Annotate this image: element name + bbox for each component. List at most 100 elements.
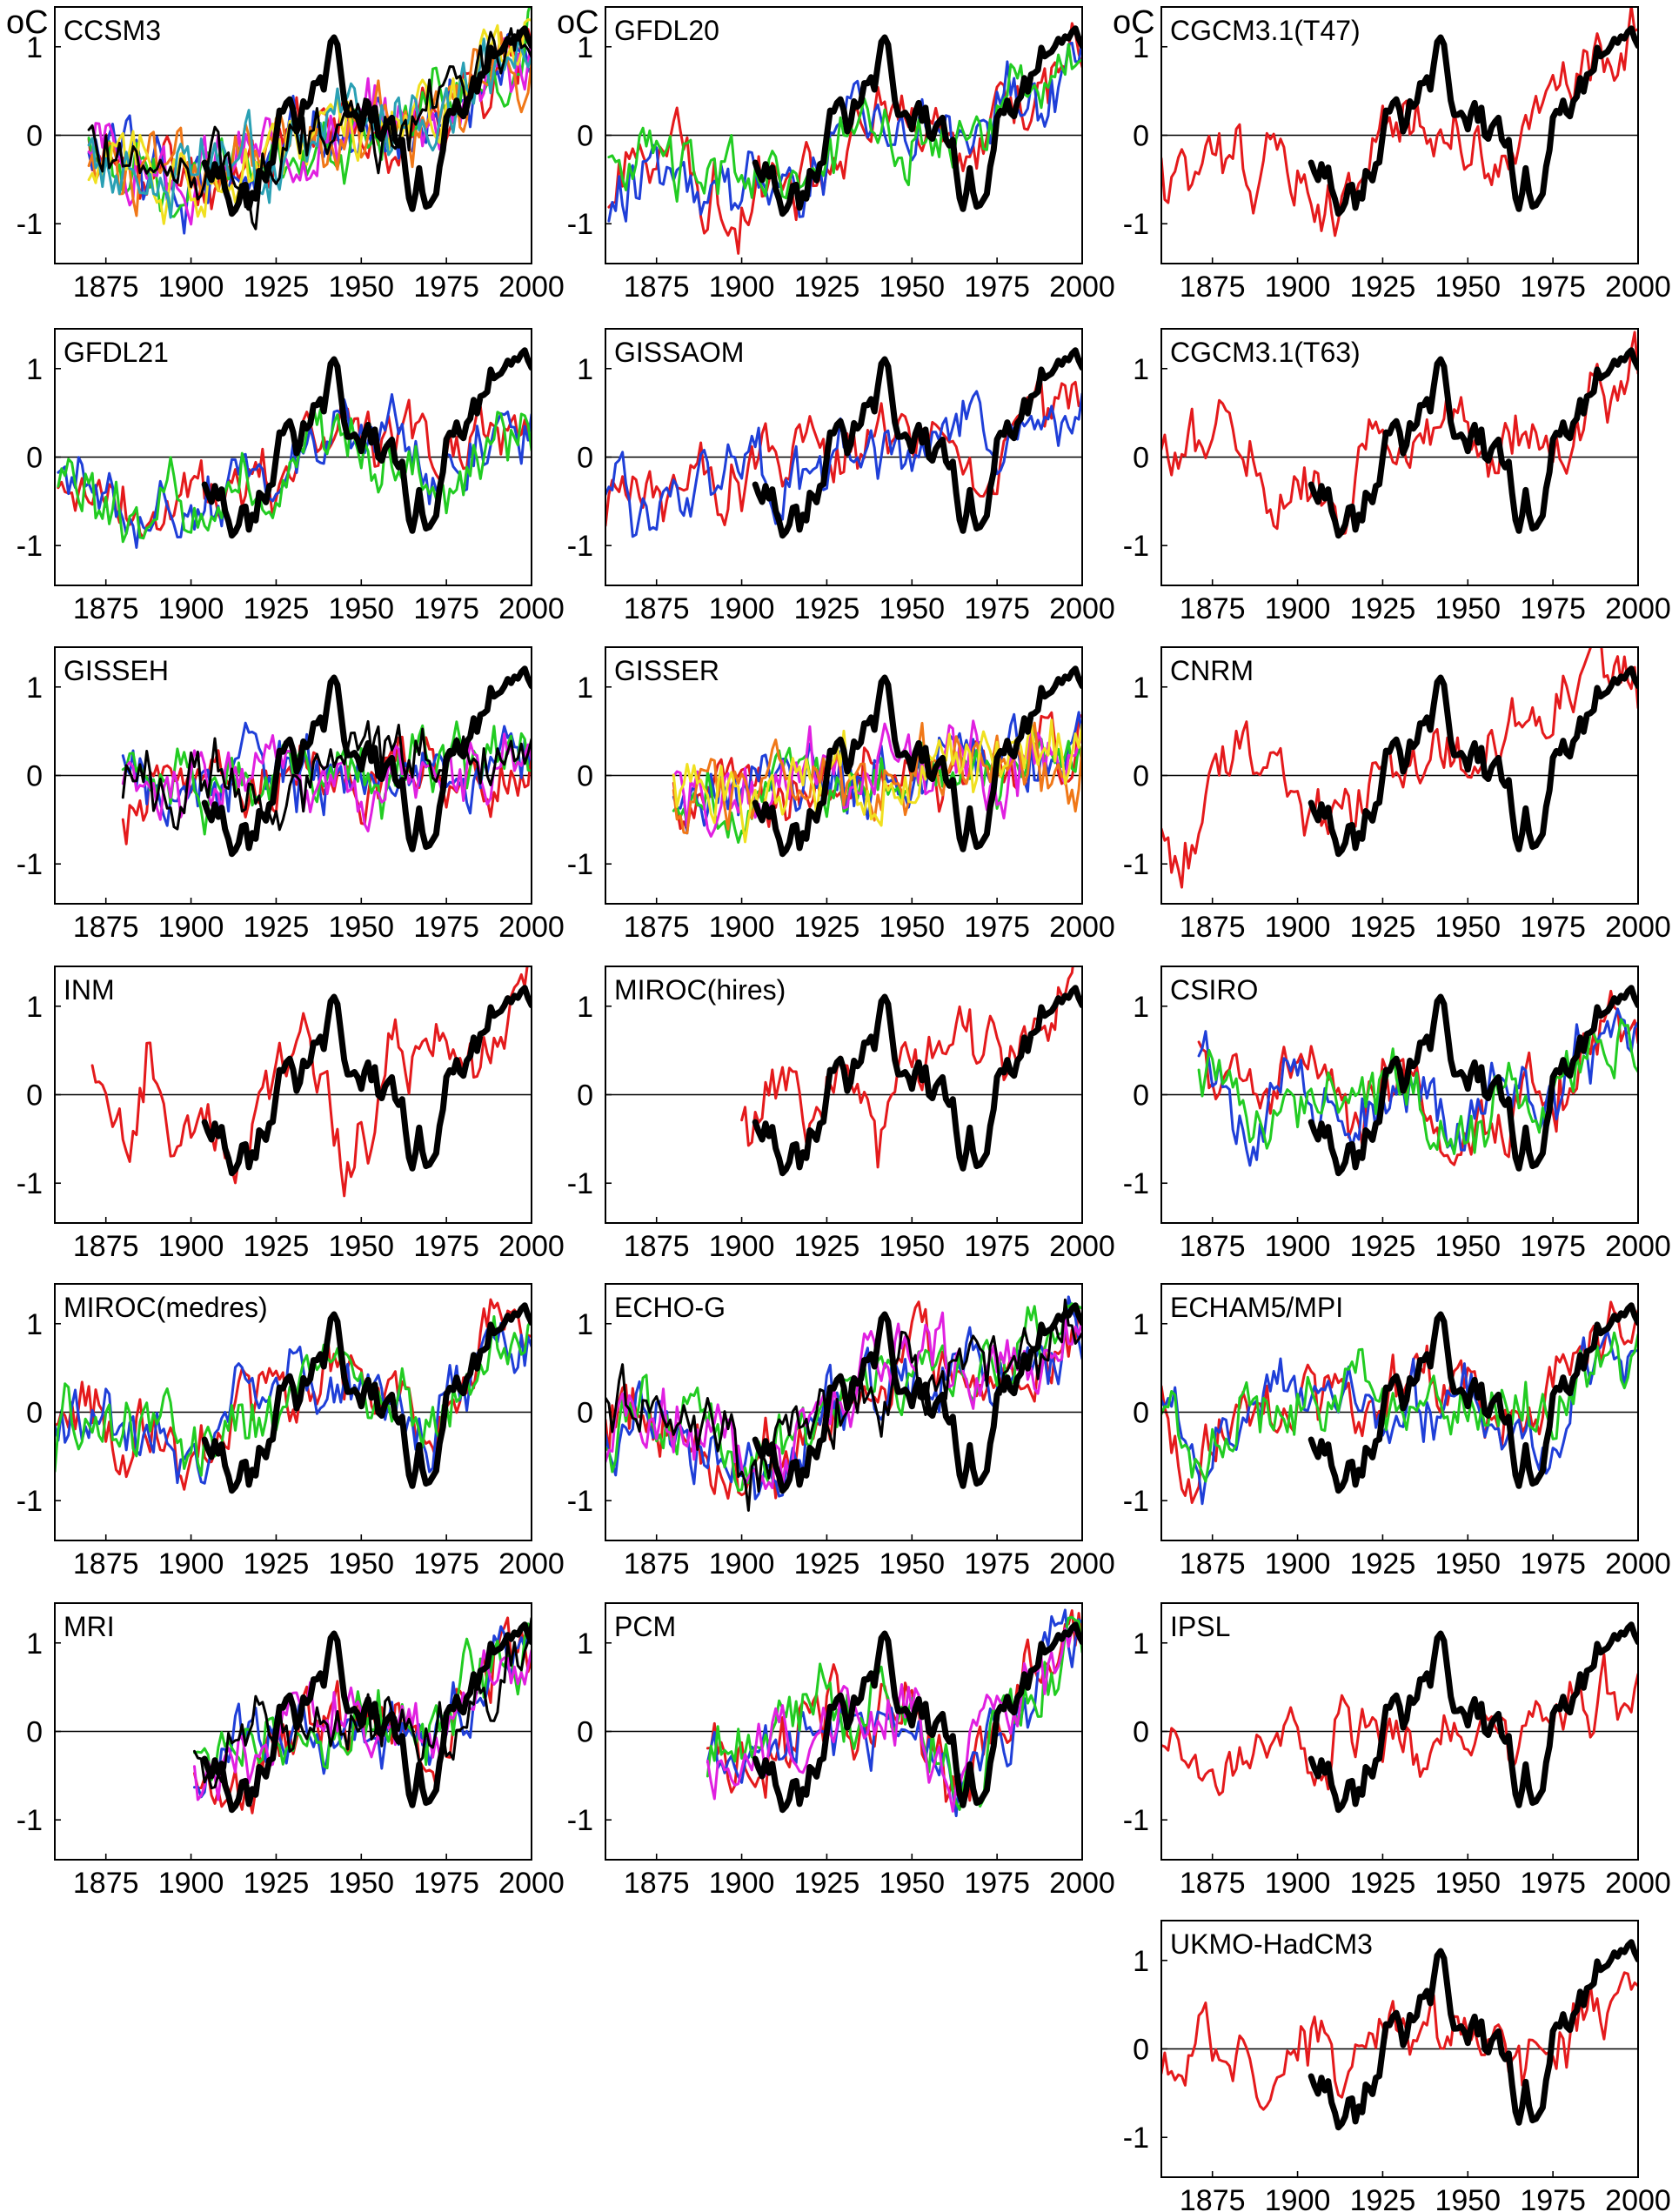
x-tick-label: 1975 (1520, 271, 1586, 304)
x-tick-label: 1975 (1520, 1867, 1586, 1900)
x-tick-label: 2000 (1049, 911, 1115, 944)
unit-label-1: oC (6, 4, 49, 41)
panel-title: UKMO-HadCM3 (1170, 1928, 1373, 1960)
x-tick-label: 2000 (1605, 1230, 1671, 1263)
observed-line (752, 1302, 1082, 1494)
x-tick-label: 2000 (498, 592, 565, 625)
x-tick-label: 1950 (1435, 592, 1501, 625)
x-tick-label: 1900 (158, 271, 224, 304)
x-tick-label: 1900 (158, 1867, 224, 1900)
series-group (90, 966, 532, 1198)
y-tick-label: 0 (26, 1397, 43, 1430)
panel-title: GISSER (614, 655, 719, 686)
observed-line (201, 1302, 532, 1494)
y-tick-label: 1 (26, 991, 43, 1024)
y-tick-label: 1 (1133, 672, 1149, 705)
panel-title: ECHAM5/MPI (1170, 1292, 1343, 1323)
x-tick-label: 1975 (964, 271, 1030, 304)
panel-gfdl21: 1 0 -1 1875 1900 1925 1950 1975 2000 GFDL21 (17, 328, 565, 625)
x-tick-label: 1950 (1435, 1230, 1501, 1263)
y-tick-label: -1 (17, 848, 43, 881)
x-tick-label: 1975 (964, 592, 1030, 625)
y-tick-label: 0 (26, 120, 43, 153)
x-tick-label: 1950 (1435, 2184, 1501, 2212)
series-group (55, 1298, 532, 1494)
panel-title: INM (64, 974, 115, 1006)
x-tick-label: 1925 (794, 271, 860, 304)
observed-line (201, 665, 532, 858)
x-tick-label: 1875 (73, 592, 139, 625)
observed-line (1308, 1621, 1638, 1814)
panel-miroc-hires-: 1 0 -1 1875 1900 1925 1950 1975 2000 MIROC(hires) (567, 966, 1115, 1263)
y-tick-label: 1 (26, 1308, 43, 1341)
x-tick-label: 1925 (1350, 592, 1416, 625)
x-tick-label: 1925 (794, 592, 860, 625)
observed-line (752, 985, 1082, 1177)
x-tick-label: 1900 (1265, 271, 1331, 304)
y-tick-label: 0 (1133, 1079, 1149, 1113)
series-group (706, 1608, 1082, 1818)
series-group (607, 22, 1082, 255)
observed-line (752, 665, 1082, 858)
panel-gisser: 1 0 -1 1875 1900 1925 1950 1975 2000 GISSER (567, 646, 1115, 944)
y-tick-label: 1 (26, 1627, 43, 1661)
x-tick-label: 2000 (1049, 592, 1115, 625)
panel-cgcm3-1-t47-: 1 0 -1 1875 1900 1925 1950 1975 2000 CGCM3.1(T47) (1123, 6, 1671, 304)
y-tick-label: -1 (567, 848, 593, 881)
series-line-blue (57, 393, 532, 549)
x-tick-label: 1900 (158, 1230, 224, 1263)
series-line-green (1197, 1018, 1638, 1155)
x-tick-label: 1950 (328, 1547, 394, 1580)
series-group (1161, 331, 1638, 539)
panel-title: CCSM3 (64, 15, 161, 46)
series-line-blue (605, 390, 1082, 538)
panel-title: MIROC(medres) (64, 1292, 268, 1323)
x-tick-label: 1975 (1520, 2184, 1586, 2212)
x-tick-label: 1950 (1435, 1867, 1501, 1900)
observed-line (1308, 1302, 1638, 1494)
series-line-yellow (672, 718, 1082, 844)
x-tick-label: 1875 (73, 911, 139, 944)
panel-ccsm3: 1 0 -1 1875 1900 1925 1950 1975 2000 CCSM3 (17, 6, 565, 304)
panel-cnrm: 1 0 -1 1875 1900 1925 1950 1975 2000 CNRM (1123, 646, 1671, 944)
y-tick-label: 0 (1133, 1716, 1149, 1749)
panel-mri: 1 0 -1 1875 1900 1925 1950 1975 2000 MRI (17, 1602, 565, 1900)
x-tick-label: 1950 (328, 1230, 394, 1263)
observed-line (1308, 25, 1638, 217)
x-tick-label: 1950 (879, 271, 945, 304)
series-group (1197, 985, 1638, 1177)
y-tick-label: 0 (577, 120, 593, 153)
y-tick-label: 1 (26, 353, 43, 386)
x-tick-label: 1875 (1180, 911, 1246, 944)
x-tick-label: 2000 (498, 271, 565, 304)
panel-cgcm3-1-t63-: 1 0 -1 1875 1900 1925 1950 1975 2000 CGCM3.1(T63) (1123, 328, 1671, 625)
x-tick-label: 1925 (794, 1547, 860, 1580)
x-tick-label: 2000 (1605, 592, 1671, 625)
x-tick-label: 1875 (1180, 1547, 1246, 1580)
panel-title: GFDL20 (614, 15, 719, 46)
x-tick-label: 1900 (709, 1867, 775, 1900)
y-tick-label: 1 (577, 991, 593, 1024)
x-tick-label: 2000 (498, 1867, 565, 1900)
x-tick-label: 2000 (498, 1547, 565, 1580)
series-group (1161, 7, 1638, 237)
x-tick-label: 2000 (1605, 1867, 1671, 1900)
x-tick-label: 1975 (964, 1547, 1030, 1580)
x-tick-label: 1975 (1520, 592, 1586, 625)
y-tick-label: 0 (26, 1079, 43, 1113)
unit-label-3: oC (1113, 4, 1155, 41)
x-tick-label: 1900 (1265, 2184, 1331, 2212)
y-tick-label: 0 (1133, 760, 1149, 793)
x-tick-label: 1950 (328, 1867, 394, 1900)
series-line-blue (121, 721, 532, 827)
x-tick-label: 1975 (413, 1230, 479, 1263)
x-tick-label: 1975 (1520, 1230, 1586, 1263)
y-tick-label: 0 (1133, 2034, 1149, 2067)
panel-title: MIROC(hires) (614, 974, 786, 1006)
x-tick-label: 2000 (1605, 911, 1671, 944)
x-tick-label: 1975 (964, 1230, 1030, 1263)
observed-line (201, 1621, 532, 1814)
x-tick-label: 1975 (413, 271, 479, 304)
panel-title: MRI (64, 1611, 115, 1642)
y-tick-label: 1 (1133, 353, 1149, 386)
